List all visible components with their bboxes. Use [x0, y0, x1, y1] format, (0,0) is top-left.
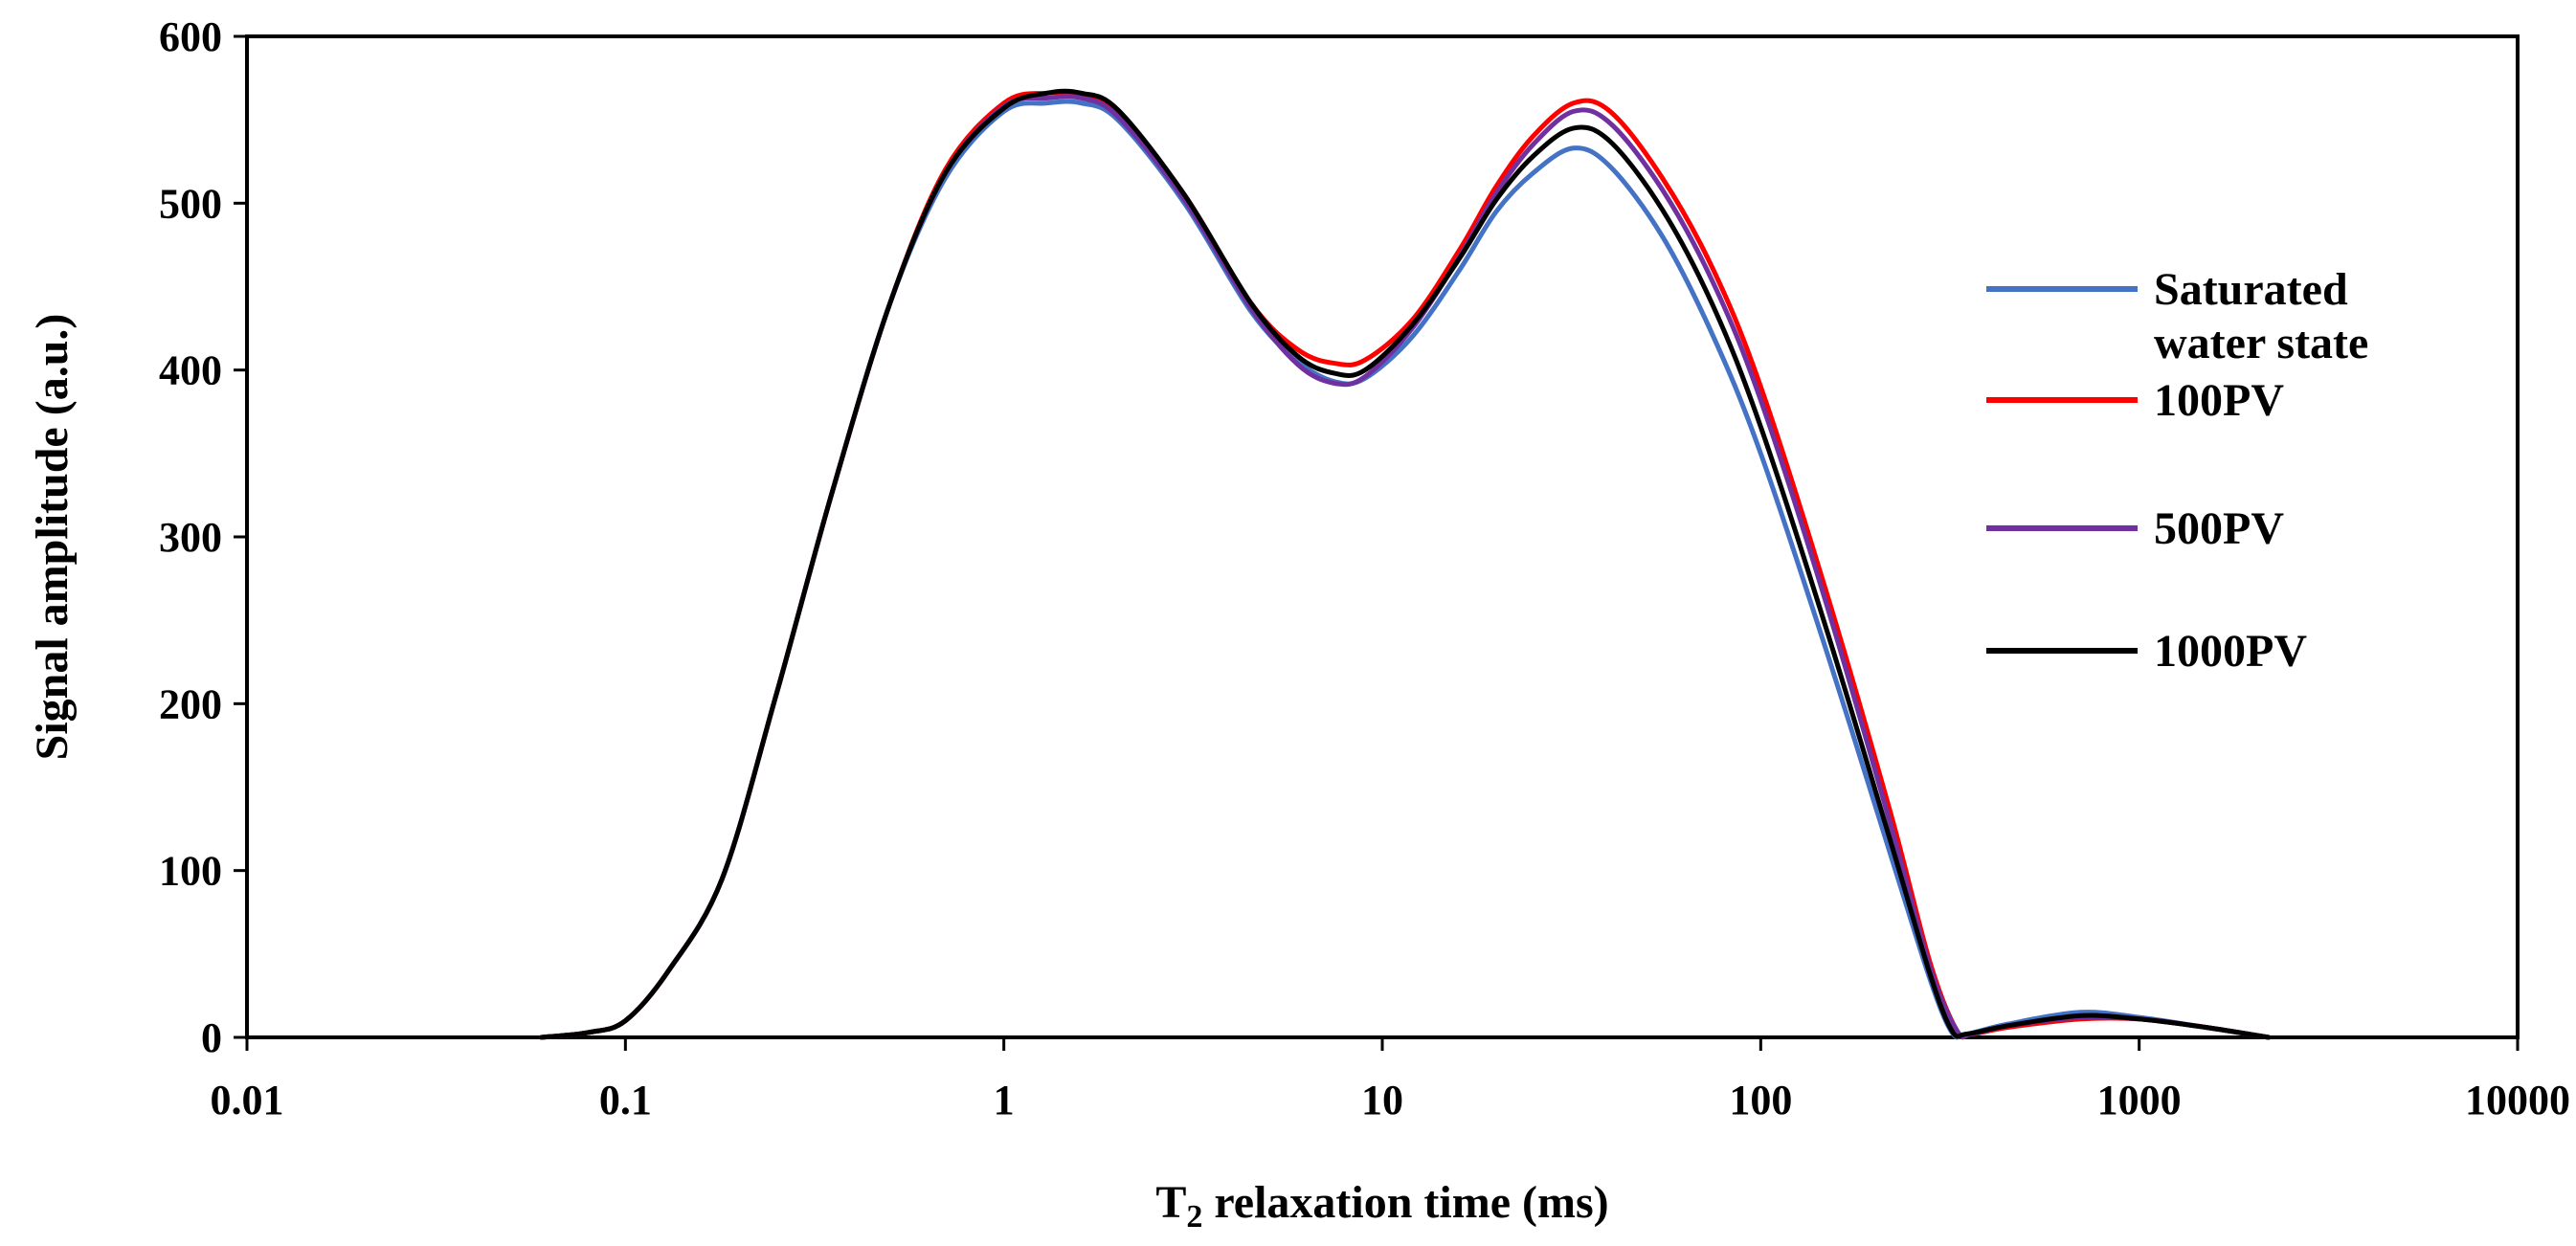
x-axis-title-subscript: 2 — [1186, 1199, 1202, 1235]
x-tick-label: 0.1 — [599, 1077, 652, 1124]
y-tick-label: 500 — [159, 180, 222, 227]
y-tick-label: 300 — [159, 514, 222, 561]
x-tick-label: 10000 — [2465, 1077, 2570, 1124]
legend-label-100pv: 100PV — [2154, 375, 2284, 426]
legend-label-1000pv: 1000PV — [2154, 626, 2307, 677]
x-axis-title-rest: relaxation time (ms) — [1202, 1177, 1608, 1228]
y-tick-label: 600 — [159, 13, 222, 60]
series-line-100pv — [539, 89, 2272, 1040]
y-tick-label: 400 — [159, 347, 222, 394]
x-tick-label: 1000 — [2097, 1077, 2182, 1124]
series-line-saturated-water-state — [539, 99, 2272, 1040]
y-tick-label: 100 — [159, 848, 222, 895]
x-tick-label: 100 — [1729, 1077, 1792, 1124]
x-tick-label: 10 — [1361, 1077, 1403, 1124]
series-line-1000pv — [539, 88, 2272, 1040]
legend-label-saturated-water-state: water state — [2154, 318, 2368, 368]
y-tick-label: 0 — [201, 1014, 222, 1061]
y-tick-label: 200 — [159, 680, 222, 727]
legend-label-500pv: 500PV — [2154, 503, 2284, 554]
x-axis: 0.01 0.1 1 10 100 1000 10000 — [211, 1037, 2570, 1124]
x-axis-title-main: T — [1155, 1177, 1186, 1228]
x-tick-label: 0.01 — [211, 1077, 284, 1124]
x-axis-title: T2 relaxation time (ms) — [1155, 1177, 1608, 1235]
series-group — [539, 88, 2272, 1040]
y-axis: 0 100 200 300 400 500 600 — [159, 13, 247, 1061]
y-axis-title: Signal amplitude (a.u.) — [27, 314, 78, 761]
series-line-500pv — [539, 94, 2272, 1040]
x-tick-label: 1 — [994, 1077, 1015, 1124]
legend-label-saturated-water-state: Saturated — [2154, 264, 2348, 315]
